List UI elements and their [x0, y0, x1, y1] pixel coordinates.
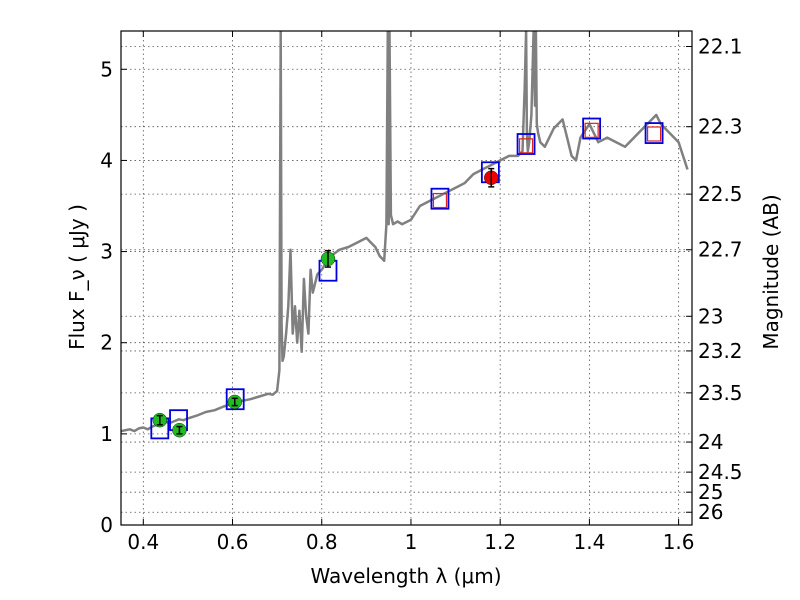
y2-tick-label: 22.1 — [698, 34, 743, 58]
model-box-marker — [225, 388, 245, 411]
x-axis-label: Wavelength λ (μm) — [310, 564, 501, 588]
photometry-layer — [150, 117, 664, 440]
y-tick-label: 3 — [100, 240, 113, 264]
x-tick-label: 1.6 — [663, 530, 695, 554]
upper-limit-marker — [518, 138, 534, 154]
y-tick-label: 1 — [100, 422, 113, 446]
model-box-marker — [582, 117, 602, 140]
ticks-layer: 0.4 0.6 0.8 1 1.2 1.4 1.601234522.122.322.522.… — [100, 31, 743, 554]
x-tick-label: 1.4 — [573, 530, 605, 554]
y-tick-label: 5 — [100, 57, 113, 81]
spectrum-line — [121, 31, 689, 433]
upper-limit-marker — [646, 126, 662, 142]
x-tick-label: 1.2 — [484, 530, 516, 554]
x-tick-label: 0.4 — [127, 530, 159, 554]
x-tick-label: 1 — [405, 530, 418, 554]
y2-tick-label: 24 — [698, 430, 723, 454]
y-tick-label: 4 — [100, 148, 113, 172]
upper-limit-marker — [432, 192, 448, 209]
y2-axis-label: Magnitude (AB) — [759, 194, 783, 349]
y2-tick-label: 25 — [698, 480, 723, 504]
y-tick-label: 0 — [100, 513, 113, 537]
y-tick-label: 2 — [100, 331, 113, 355]
model-box-marker — [516, 133, 536, 155]
y2-tick-label: 24.5 — [698, 460, 743, 484]
y2-tick-label: 26 — [698, 500, 723, 524]
y2-tick-label: 23.2 — [698, 339, 743, 363]
x-tick-label: 0.6 — [217, 530, 249, 554]
model-box-marker — [644, 122, 664, 144]
y2-tick-label: 22.5 — [698, 182, 743, 206]
y2-tick-label: 23 — [698, 304, 723, 328]
axes-frame — [120, 30, 693, 526]
x-tick-label: 0.8 — [306, 530, 338, 554]
model-box-marker — [430, 187, 450, 210]
spectrum-layer — [121, 31, 689, 433]
y-axis-label: Flux F_ν ( μJy ) — [65, 204, 89, 350]
plot-frame — [120, 30, 693, 526]
y2-tick-label: 23.5 — [698, 381, 743, 405]
y2-tick-label: 22.7 — [698, 238, 743, 262]
upper-limit-marker — [584, 122, 599, 138]
y2-tick-label: 22.3 — [698, 115, 743, 139]
grid-lines — [121, 31, 692, 525]
